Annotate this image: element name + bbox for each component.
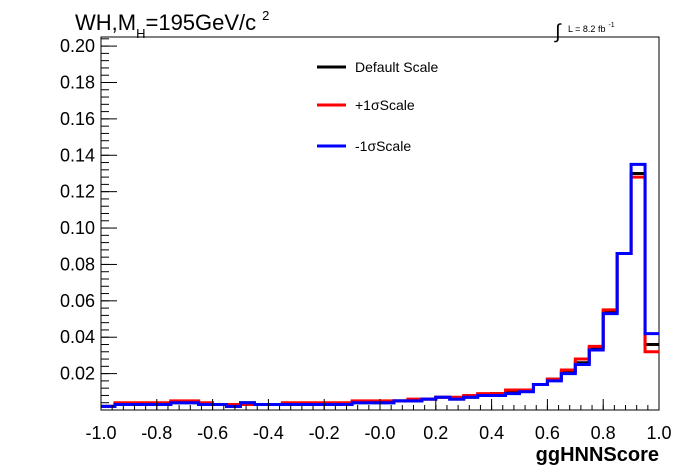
x-tick-label: 1.0 xyxy=(646,423,671,443)
y-tick-label: 0.08 xyxy=(60,254,95,274)
integral-symbol: ∫ xyxy=(554,21,562,43)
x-tick-label: 0.6 xyxy=(535,423,560,443)
x-tick-label: -0.0 xyxy=(364,423,395,443)
legend: Default Scale +1σScale -1σScale xyxy=(317,59,438,154)
chart-title: WH,MH=195GeV/c 2 xyxy=(75,8,269,41)
y-tick-label: 0.16 xyxy=(60,109,95,129)
y-tick-label: 0.14 xyxy=(60,145,95,165)
legend-label-plus: +1σScale xyxy=(355,97,415,113)
x-tick-label: 0.2 xyxy=(423,423,448,443)
x-tick-label: -0.2 xyxy=(309,423,340,443)
x-tick-label: -0.6 xyxy=(197,423,228,443)
x-tick-label: -1.0 xyxy=(85,423,116,443)
lumi-label: L = 8.2 fb -1 xyxy=(568,22,615,34)
plot-frame xyxy=(100,36,660,411)
legend-label-minus: -1σScale xyxy=(355,138,411,154)
y-tick-label: 0.02 xyxy=(60,364,95,384)
x-tick-label: -0.8 xyxy=(141,423,172,443)
x-tick-label: -0.4 xyxy=(253,423,284,443)
y-tick-label: 0.12 xyxy=(60,182,95,202)
y-tick-label: 0.20 xyxy=(60,36,95,56)
x-axis-title: ggHNNScore xyxy=(536,444,659,466)
series-2 xyxy=(101,162,659,408)
series-layer xyxy=(101,162,659,408)
x-tick-label: 0.4 xyxy=(479,423,504,443)
y-tick-label: 0.10 xyxy=(60,218,95,238)
y-tick-label: 0.04 xyxy=(60,327,95,347)
series-line xyxy=(101,162,659,408)
axis-layer: -1.0 -0.8 -0.6 -0.4 -0.2 -0.0 0.2 0.4 0.6 0.8 1.0 0… xyxy=(60,36,672,443)
legend-label-default: Default Scale xyxy=(355,59,438,75)
y-tick-label: 0.18 xyxy=(60,72,95,92)
y-tick-label: 0.06 xyxy=(60,291,95,311)
x-tick-label: 0.8 xyxy=(591,423,616,443)
